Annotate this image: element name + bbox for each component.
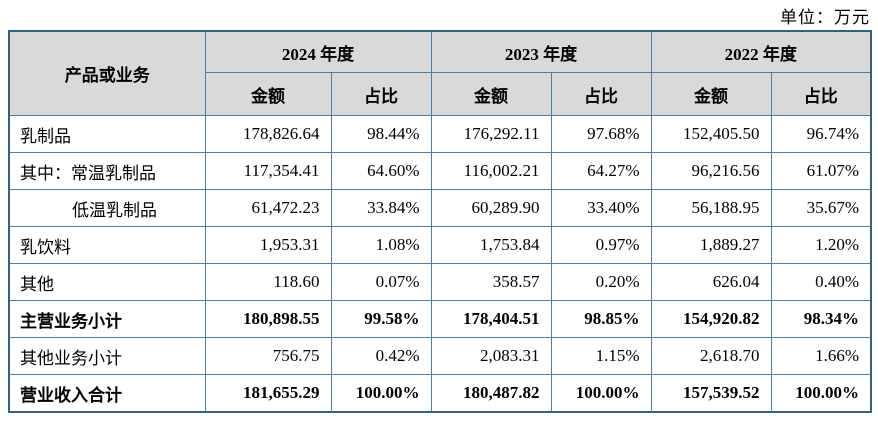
ratio-cell: 64.27% — [550, 152, 652, 190]
ratio-header-2024: 占比 — [330, 72, 432, 116]
ratio-header-2022: 占比 — [770, 72, 872, 116]
amount-cell: 181,655.29 — [204, 374, 332, 413]
amount-cell: 60,289.90 — [430, 189, 552, 227]
amount-cell: 756.75 — [204, 337, 332, 375]
year-header-2023: 2023 年度 — [430, 30, 652, 73]
amount-header-2022: 金额 — [650, 72, 772, 116]
amount-cell: 178,404.51 — [430, 300, 552, 338]
ratio-cell: 33.40% — [550, 189, 652, 227]
amount-cell: 56,188.95 — [650, 189, 772, 227]
table-header: 产品或业务 2024 年度 2023 年度 2022 年度 金额 占比 金额 占… — [8, 30, 872, 116]
row-label: 乳制品 — [8, 115, 206, 153]
ratio-cell: 0.20% — [550, 263, 652, 301]
ratio-header-2023: 占比 — [550, 72, 652, 116]
amount-cell: 180,487.82 — [430, 374, 552, 413]
table-row: 主营业务小计 180,898.55 99.58% 178,404.51 98.85% 15… — [8, 300, 872, 338]
revenue-breakdown-table: 产品或业务 2024 年度 2023 年度 2022 年度 金额 占比 金额 占… — [8, 30, 872, 413]
table-row: 乳制品 178,826.64 98.44% 176,292.11 97.68% 152,4… — [8, 115, 872, 153]
ratio-cell: 1.66% — [770, 337, 872, 375]
amount-cell: 154,920.82 — [650, 300, 772, 338]
ratio-cell: 96.74% — [770, 115, 872, 153]
amount-cell: 117,354.41 — [204, 152, 332, 190]
amount-cell: 118.60 — [204, 263, 332, 301]
amount-cell: 1,953.31 — [204, 226, 332, 264]
ratio-cell: 98.44% — [330, 115, 432, 153]
row-label: 其他业务小计 — [8, 337, 206, 375]
year-header-2022: 2022 年度 — [650, 30, 872, 73]
row-label: 营业收入合计 — [8, 374, 206, 413]
amount-cell: 1,753.84 — [430, 226, 552, 264]
ratio-cell: 35.67% — [770, 189, 872, 227]
ratio-cell: 100.00% — [550, 374, 652, 413]
table-body: 乳制品 178,826.64 98.44% 176,292.11 97.68% 152,4… — [8, 115, 872, 413]
amount-cell: 2,083.31 — [430, 337, 552, 375]
ratio-cell: 64.60% — [330, 152, 432, 190]
product-column-header: 产品或业务 — [8, 30, 206, 116]
ratio-cell: 1.15% — [550, 337, 652, 375]
amount-cell: 61,472.23 — [204, 189, 332, 227]
table-row: 乳饮料 1,953.31 1.08% 1,753.84 0.97% 1,889.27 1.2… — [8, 226, 872, 264]
row-label: 乳饮料 — [8, 226, 206, 264]
row-label: 其他 — [8, 263, 206, 301]
amount-cell: 180,898.55 — [204, 300, 332, 338]
ratio-cell: 1.20% — [770, 226, 872, 264]
ratio-cell: 98.34% — [770, 300, 872, 338]
table-row: 其他 118.60 0.07% 358.57 0.20% 626.04 0.40% — [8, 263, 872, 301]
table-row: 低温乳制品 61,472.23 33.84% 60,289.90 33.40% 56,18… — [8, 189, 872, 227]
amount-header-2023: 金额 — [430, 72, 552, 116]
row-label: 主营业务小计 — [8, 300, 206, 338]
amount-cell: 358.57 — [430, 263, 552, 301]
amount-cell: 178,826.64 — [204, 115, 332, 153]
ratio-cell: 33.84% — [330, 189, 432, 227]
ratio-cell: 0.97% — [550, 226, 652, 264]
amount-cell: 626.04 — [650, 263, 772, 301]
row-label: 低温乳制品 — [8, 189, 206, 227]
amount-cell: 1,889.27 — [650, 226, 772, 264]
amount-cell: 152,405.50 — [650, 115, 772, 153]
row-label: 其中：常温乳制品 — [8, 152, 206, 190]
ratio-cell: 0.40% — [770, 263, 872, 301]
unit-label: 单位：万元 — [780, 8, 870, 27]
amount-cell: 157,539.52 — [650, 374, 772, 413]
ratio-cell: 99.58% — [330, 300, 432, 338]
table-row: 营业收入合计 181,655.29 100.00% 180,487.82 100.00%… — [8, 374, 872, 413]
ratio-cell: 100.00% — [770, 374, 872, 413]
ratio-cell: 100.00% — [330, 374, 432, 413]
amount-cell: 116,002.21 — [430, 152, 552, 190]
ratio-cell: 0.42% — [330, 337, 432, 375]
table-row: 其他业务小计 756.75 0.42% 2,083.31 1.15% 2,618.70 1.… — [8, 337, 872, 375]
year-header-2024: 2024 年度 — [204, 30, 432, 73]
amount-header-2024: 金额 — [204, 72, 332, 116]
amount-cell: 96,216.56 — [650, 152, 772, 190]
ratio-cell: 61.07% — [770, 152, 872, 190]
ratio-cell: 1.08% — [330, 226, 432, 264]
table-row: 其中：常温乳制品 117,354.41 64.60% 116,002.21 64.27%… — [8, 152, 872, 190]
ratio-cell: 0.07% — [330, 263, 432, 301]
amount-cell: 176,292.11 — [430, 115, 552, 153]
ratio-cell: 98.85% — [550, 300, 652, 338]
ratio-cell: 97.68% — [550, 115, 652, 153]
amount-cell: 2,618.70 — [650, 337, 772, 375]
